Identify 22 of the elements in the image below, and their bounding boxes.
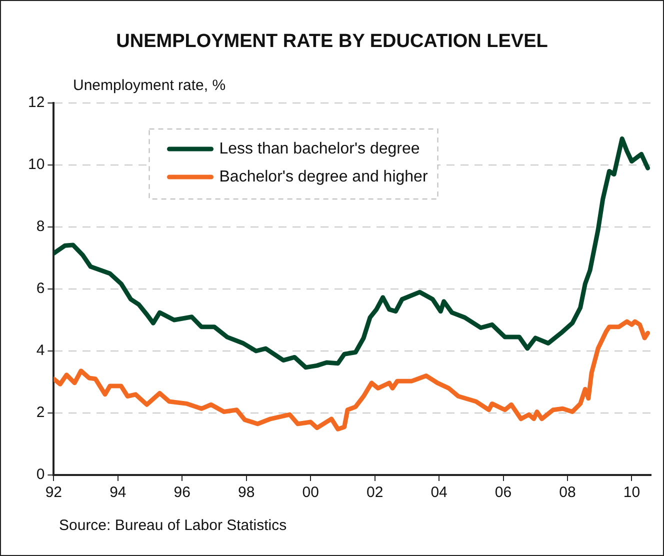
y-tick-label: 4 <box>36 342 45 360</box>
source-note: Source: Bureau of Labor Statistics <box>59 517 287 534</box>
chart-title: UNEMPLOYMENT RATE BY EDUCATION LEVEL <box>115 31 549 53</box>
y-axis-title: Unemployment rate, % <box>73 77 226 94</box>
x-tick-label: 98 <box>238 484 255 502</box>
x-tick-label: 00 <box>302 484 319 502</box>
x-tick-label: 08 <box>559 484 576 502</box>
x-tick-label: 10 <box>623 484 640 502</box>
y-tick-label: 12 <box>28 94 45 112</box>
y-tick-label: 6 <box>36 280 45 298</box>
legend-label: Bachelor's degree and higher <box>219 168 428 186</box>
x-tick-label: 92 <box>45 484 62 502</box>
y-tick-label: 8 <box>36 218 45 236</box>
y-tick-label: 0 <box>36 466 45 484</box>
x-tick-label: 94 <box>110 484 126 502</box>
x-tick-label: 04 <box>430 484 448 502</box>
y-tick-label: 10 <box>28 156 45 174</box>
legend-label: Less than bachelor's degree <box>219 140 420 158</box>
y-tick-label: 2 <box>36 404 45 422</box>
x-tick-label: 06 <box>494 484 512 502</box>
x-tick-label: 02 <box>366 484 384 502</box>
x-tick-label: 96 <box>174 484 190 502</box>
